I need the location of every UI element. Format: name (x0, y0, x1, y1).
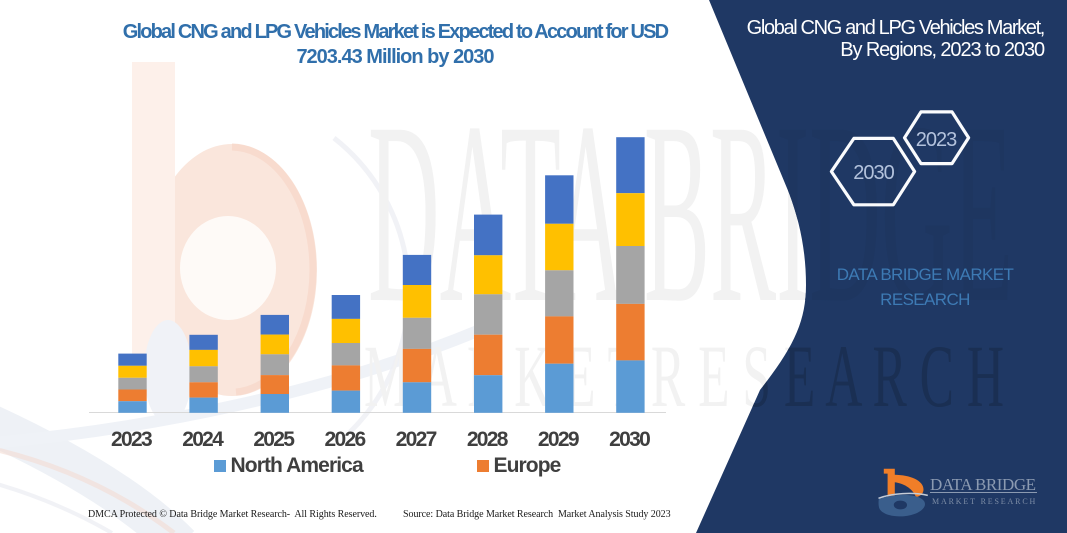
svg-text:2030: 2030 (853, 162, 894, 184)
svg-text:MARKET RESEARCH: MARKET RESEARCH (932, 497, 1037, 506)
svg-text:DATA BRIDGE: DATA BRIDGE (930, 475, 1036, 494)
svg-text:2023: 2023 (916, 129, 957, 151)
